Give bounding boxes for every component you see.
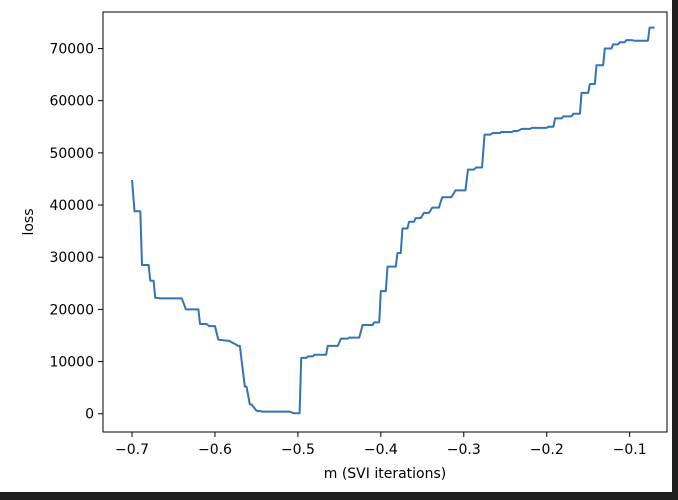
y-tick-label: 0	[85, 407, 94, 423]
y-tick-label: 20000	[49, 302, 94, 318]
y-tick-label: 30000	[49, 250, 94, 266]
loss-series-line	[131, 26, 655, 415]
x-tick-label: −0.7	[115, 442, 149, 458]
line-chart: −0.7 −0.6 −0.5 −0.4 −0.3 −0.2 −0.1 0 10000 20000…	[21, 11, 668, 482]
y-tick-label: 40000	[49, 198, 94, 214]
plot-area-border	[102, 11, 668, 433]
x-tick-label: −0.4	[364, 442, 398, 458]
x-tick-label: −0.5	[281, 442, 315, 458]
y-axis-label: loss	[21, 208, 37, 235]
y-tick-label: 50000	[49, 146, 94, 162]
x-tick-label: −0.2	[530, 442, 564, 458]
x-tick-label: −0.6	[198, 442, 232, 458]
y-tick-label: 70000	[49, 42, 94, 58]
y-tick-label: 60000	[49, 94, 94, 110]
x-axis: −0.7 −0.6 −0.5 −0.4 −0.3 −0.2 −0.1	[115, 432, 647, 458]
figure-canvas: −0.7 −0.6 −0.5 −0.4 −0.3 −0.2 −0.1 0 10000 20000…	[0, 0, 672, 492]
y-tick-label: 10000	[49, 355, 94, 371]
x-axis-label: m (SVI iterations)	[324, 466, 447, 482]
x-tick-label: −0.1	[613, 442, 647, 458]
x-tick-label: −0.3	[447, 442, 481, 458]
y-axis: 0 10000 20000 30000 40000 50000 60000 70000	[49, 42, 103, 423]
